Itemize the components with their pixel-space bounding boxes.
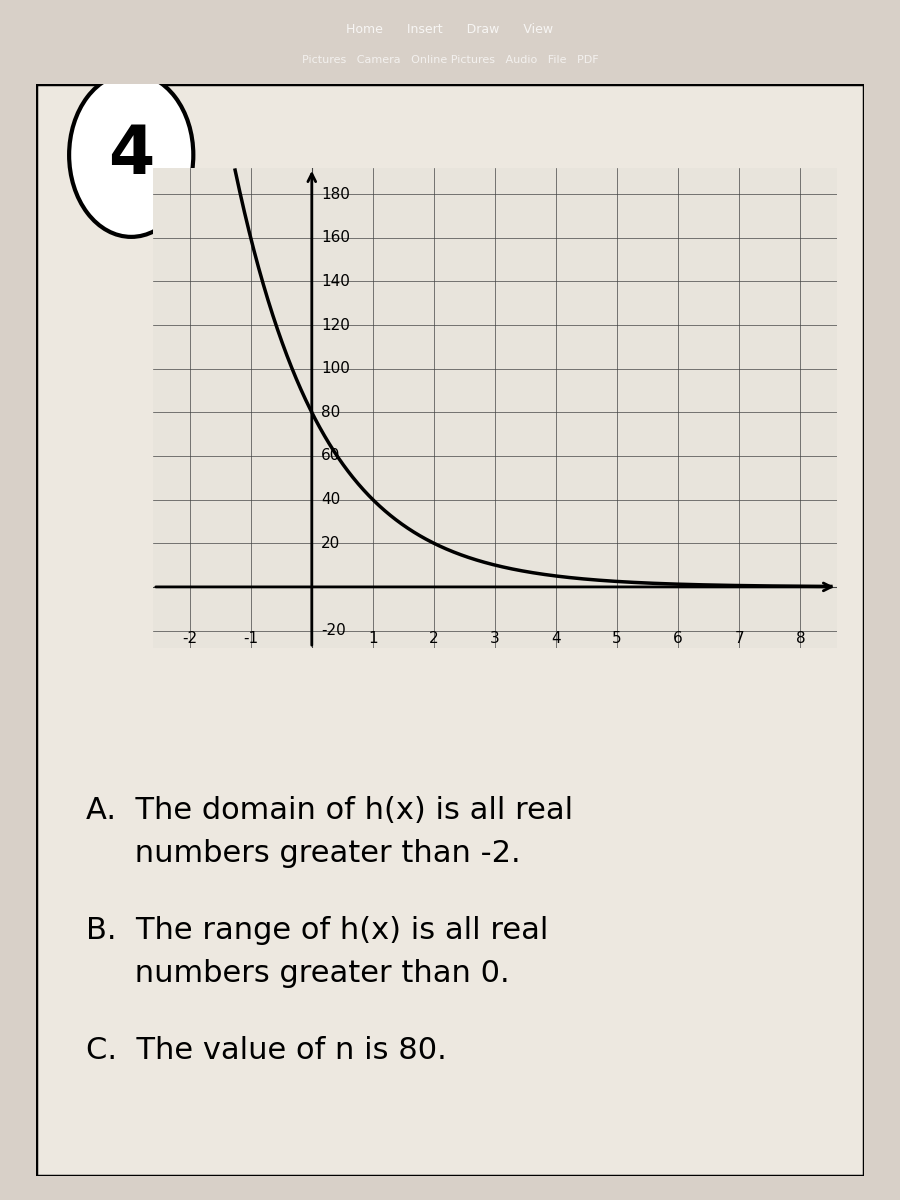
Text: 140: 140 [321, 274, 350, 289]
Text: B.  The range of h(x) is all real: B. The range of h(x) is all real [86, 916, 548, 944]
Text: 3: 3 [491, 631, 500, 646]
Text: 7: 7 [734, 631, 744, 646]
Text: 6: 6 [673, 631, 683, 646]
Text: 160: 160 [321, 230, 350, 245]
Text: numbers greater than 0.: numbers greater than 0. [86, 960, 509, 989]
Text: 180: 180 [321, 187, 350, 202]
Text: 2: 2 [429, 631, 438, 646]
Text: 20: 20 [321, 535, 340, 551]
Text: -20: -20 [321, 623, 346, 638]
Text: 1: 1 [368, 631, 378, 646]
Text: Home      Insert      Draw      View: Home Insert Draw View [346, 23, 554, 36]
Text: 100: 100 [321, 361, 350, 377]
Text: 8: 8 [796, 631, 806, 646]
Circle shape [69, 73, 194, 236]
Text: 5: 5 [612, 631, 622, 646]
Text: h(x) = n(0.5)ˣ: h(x) = n(0.5)ˣ [395, 206, 588, 234]
Text: Pictures   Camera   Online Pictures   Audio   File   PDF: Pictures Camera Online Pictures Audio Fi… [302, 54, 598, 65]
Text: -2: -2 [182, 631, 197, 646]
Text: 80: 80 [321, 404, 340, 420]
Text: 4: 4 [108, 122, 154, 188]
FancyBboxPatch shape [36, 84, 864, 1176]
Text: A.  The domain of h(x) is all real: A. The domain of h(x) is all real [86, 796, 572, 824]
Text: 120: 120 [321, 318, 350, 332]
Text: -1: -1 [243, 631, 258, 646]
Text: 4: 4 [552, 631, 561, 646]
Text: numbers greater than -2.: numbers greater than -2. [86, 839, 520, 869]
Text: The graph shows the function: The graph shows the function [284, 174, 698, 202]
Text: 40: 40 [321, 492, 340, 508]
Text: C.  The value of n is 80.: C. The value of n is 80. [86, 1036, 446, 1064]
Text: 60: 60 [321, 449, 340, 463]
